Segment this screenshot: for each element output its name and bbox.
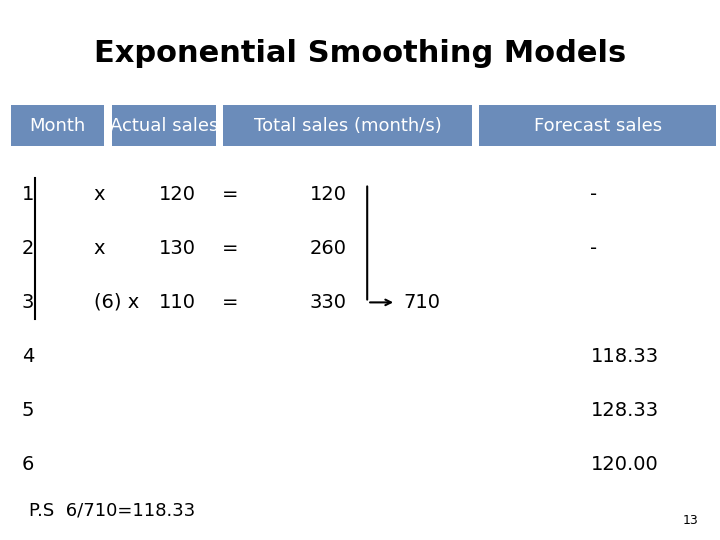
- Text: x: x: [94, 239, 105, 258]
- Text: =: =: [222, 239, 238, 258]
- Text: (6) x: (6) x: [94, 293, 139, 312]
- FancyBboxPatch shape: [223, 105, 472, 146]
- Text: 5: 5: [22, 401, 34, 420]
- FancyBboxPatch shape: [11, 105, 104, 146]
- Text: 120.00: 120.00: [590, 455, 658, 474]
- Text: Forecast sales: Forecast sales: [534, 117, 662, 134]
- Text: 13: 13: [683, 514, 698, 526]
- Text: x: x: [94, 185, 105, 204]
- FancyBboxPatch shape: [479, 105, 716, 146]
- Text: P.S  6/710=118.33: P.S 6/710=118.33: [29, 501, 195, 519]
- Text: 120: 120: [158, 185, 195, 204]
- Text: 3: 3: [22, 293, 34, 312]
- Text: 130: 130: [158, 239, 195, 258]
- Text: 120: 120: [310, 185, 346, 204]
- Text: Month: Month: [30, 117, 86, 134]
- Text: Actual sales: Actual sales: [109, 117, 218, 134]
- Text: -: -: [590, 185, 598, 204]
- Text: -: -: [590, 239, 598, 258]
- Text: Exponential Smoothing Models: Exponential Smoothing Models: [94, 39, 626, 69]
- Text: 128.33: 128.33: [590, 401, 659, 420]
- Text: 330: 330: [310, 293, 346, 312]
- Text: 118.33: 118.33: [590, 347, 659, 366]
- Text: 4: 4: [22, 347, 34, 366]
- Text: =: =: [222, 293, 238, 312]
- Text: 260: 260: [310, 239, 346, 258]
- Text: =: =: [222, 185, 238, 204]
- Text: Total sales (month/s): Total sales (month/s): [253, 117, 441, 134]
- Text: 1: 1: [22, 185, 34, 204]
- Text: 6: 6: [22, 455, 34, 474]
- Text: 110: 110: [158, 293, 195, 312]
- FancyBboxPatch shape: [112, 105, 216, 146]
- Text: 710: 710: [403, 293, 440, 312]
- Text: 2: 2: [22, 239, 34, 258]
